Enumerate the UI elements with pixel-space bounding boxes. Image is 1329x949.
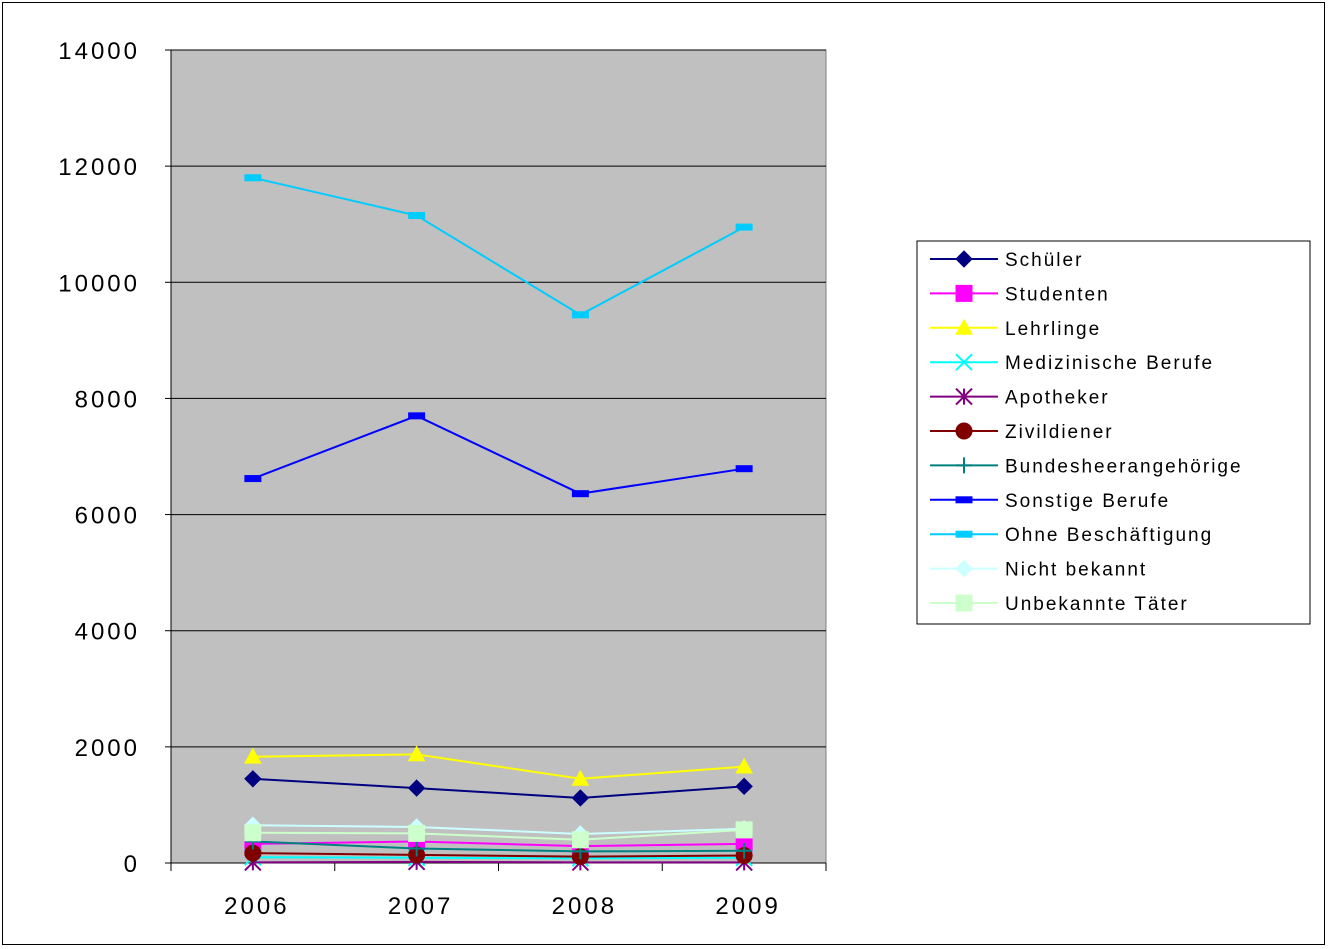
- data-point: [735, 223, 753, 231]
- series-6: [244, 833, 753, 860]
- series-line: [252, 824, 745, 835]
- series-line: [252, 176, 745, 316]
- data-point: [735, 777, 753, 796]
- data-point: [407, 779, 426, 797]
- legend-marker: [955, 284, 973, 302]
- legend-label: Studenten: [1005, 284, 1110, 305]
- series-10: [244, 821, 753, 849]
- legend-label: Medizinische Berufe: [1005, 353, 1214, 374]
- series-line: [252, 856, 745, 860]
- legend-item: Apotheker: [930, 387, 1110, 409]
- legend-item: Studenten: [930, 284, 1110, 305]
- series-line: [252, 860, 745, 864]
- data-point: [735, 757, 753, 774]
- legend-item: Zivildiener: [930, 422, 1114, 443]
- legend-item: Unbekannte Täter: [930, 594, 1189, 615]
- legend-item: Medizinische Berufe: [930, 353, 1214, 374]
- y-tick-label: 10000: [58, 270, 140, 297]
- legend-marker: [955, 530, 973, 538]
- data-point: [408, 824, 426, 842]
- legend-label: Bundesheerangehörige: [1005, 456, 1243, 477]
- data-point: [571, 311, 589, 319]
- legend-label: Unbekannte Täter: [1005, 594, 1189, 615]
- series-0: [244, 770, 753, 807]
- legend-label: Sonstige Berufe: [1005, 491, 1170, 512]
- data-point: [244, 174, 262, 182]
- legend-box: [916, 240, 1311, 625]
- data-point: [571, 490, 589, 498]
- series-line: [252, 840, 745, 853]
- y-tick-label: 0: [124, 851, 140, 878]
- data-point: [571, 789, 590, 807]
- legend-marker: [955, 387, 973, 406]
- data-point: [244, 770, 262, 788]
- x-tick-label: 2007: [388, 893, 453, 920]
- legend-item: Ohne Beschäftigung: [930, 525, 1213, 546]
- legend-marker: [955, 594, 973, 612]
- series-line: [252, 840, 745, 848]
- y-tick-label: 14000: [58, 38, 140, 65]
- legend-label: Ohne Beschäftigung: [1005, 525, 1213, 546]
- legend-marker: [955, 496, 973, 504]
- series-line: [252, 852, 745, 858]
- legend-item: Nicht bekannt: [930, 559, 1147, 581]
- data-point: [408, 212, 426, 220]
- legend-item: Sonstige Berufe: [930, 491, 1170, 512]
- data-point: [244, 475, 262, 483]
- legend-label: Apotheker: [1005, 388, 1110, 409]
- y-tick-label: 12000: [58, 154, 140, 181]
- series-2: [244, 745, 753, 786]
- series-line: [252, 777, 745, 799]
- legend-marker: [955, 422, 973, 440]
- plot-area: [170, 49, 827, 864]
- series-7: [244, 412, 753, 498]
- legend-item: Schüler: [930, 250, 1083, 271]
- data-point: [735, 465, 753, 473]
- data-point: [735, 821, 753, 839]
- data-point: [244, 747, 262, 764]
- legend-marker: [955, 318, 973, 335]
- x-tick-label: 2006: [224, 893, 289, 920]
- data-point: [571, 769, 590, 786]
- data-point: [244, 824, 262, 842]
- data-point: [407, 745, 426, 762]
- legend-label: Lehrlinge: [1005, 319, 1101, 340]
- series-line: [252, 414, 745, 495]
- legend-item: Bundesheerangehörige: [930, 456, 1243, 477]
- legend-label: Zivildiener: [1005, 422, 1114, 443]
- data-point: [571, 831, 589, 849]
- data-point: [408, 412, 426, 420]
- legend-marker: [956, 457, 972, 474]
- x-tick-label: 2008: [552, 893, 617, 920]
- series-line: [252, 753, 745, 780]
- legend-label: Nicht bekannt: [1005, 560, 1147, 581]
- legend-marker: [955, 250, 973, 268]
- x-tick-label: 2009: [715, 893, 780, 920]
- y-tick-label: 8000: [75, 386, 140, 413]
- legend-marker: [955, 559, 973, 578]
- series-8: [244, 174, 753, 319]
- legend-marker: [955, 353, 973, 371]
- data-point: [408, 840, 425, 857]
- legend-label: Schüler: [1005, 250, 1083, 271]
- y-tick-label: 6000: [75, 503, 140, 530]
- y-tick-label: 4000: [75, 619, 140, 646]
- series-line: [252, 828, 745, 841]
- y-tick-label: 2000: [75, 735, 140, 762]
- legend-item: Lehrlinge: [930, 318, 1101, 340]
- data-point: [736, 842, 753, 859]
- legend: Schüler Studenten Lehrlinge Medizinische Be…: [916, 240, 1311, 625]
